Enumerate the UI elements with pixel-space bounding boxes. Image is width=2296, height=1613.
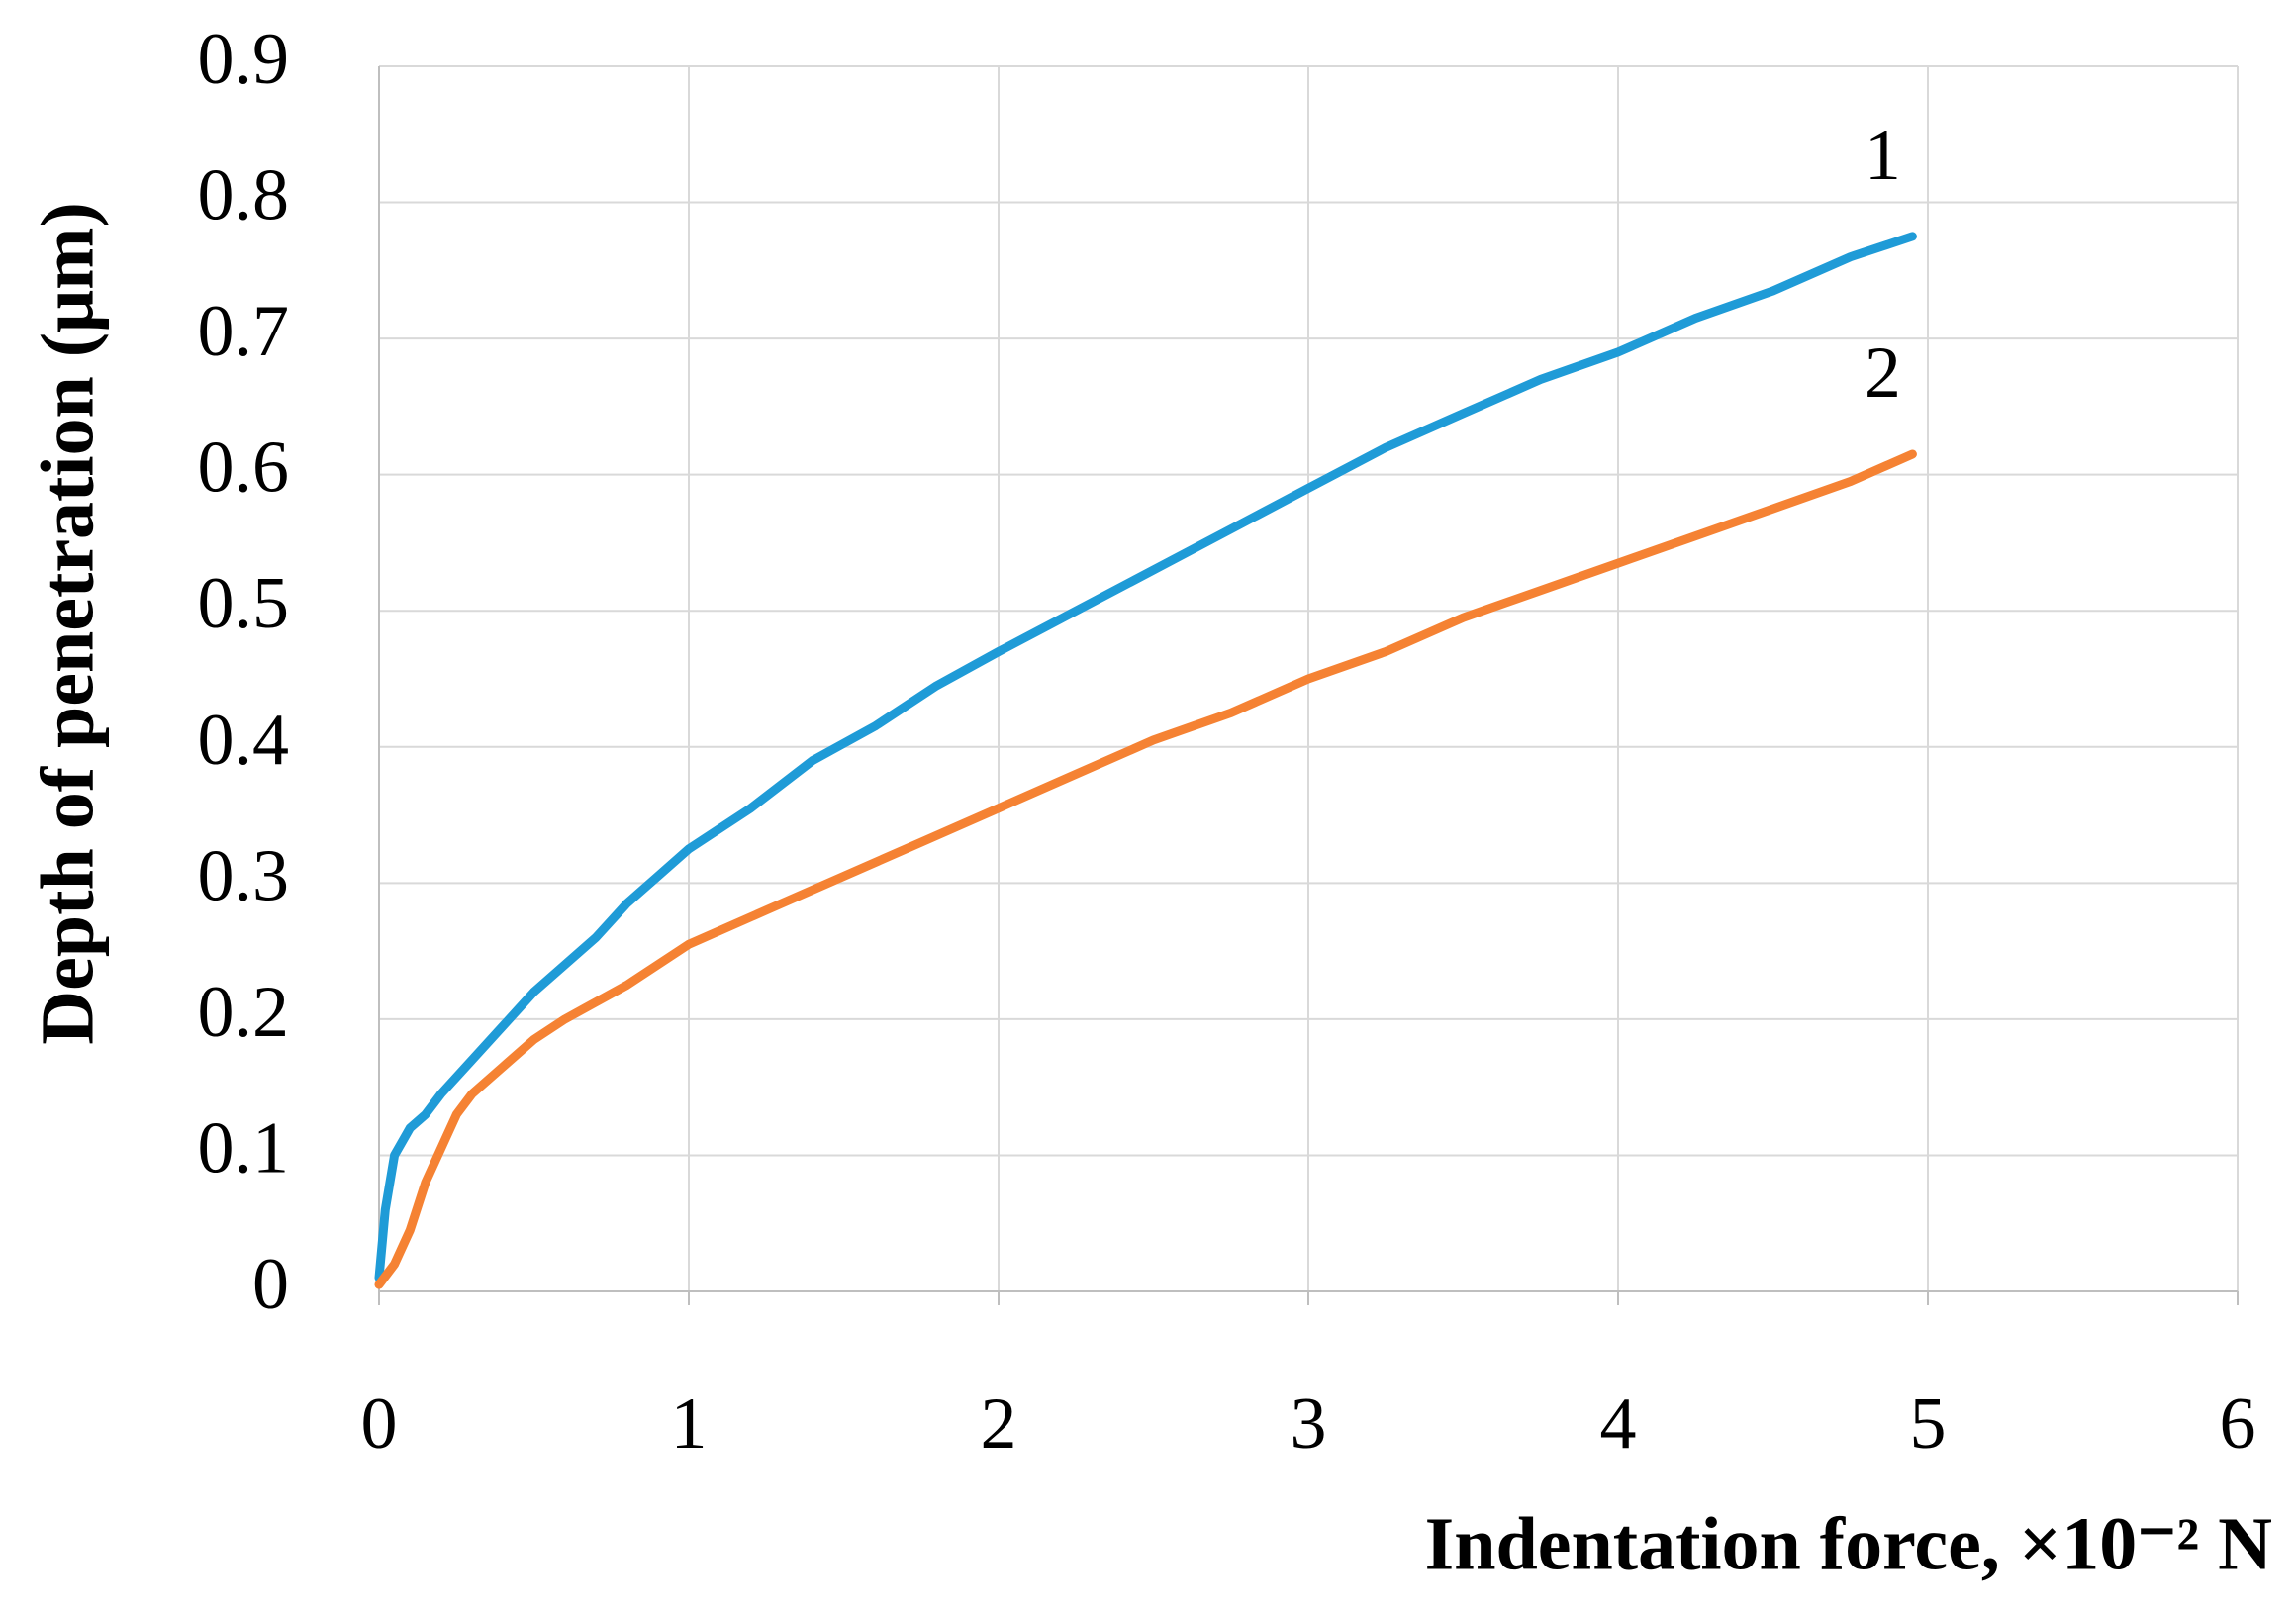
x-tick-label: 5 [1910,1383,1947,1465]
y-tick-label: 0.1 [198,1107,290,1188]
y-tick-label: 0.4 [198,700,290,781]
x-axis-label: Indentation force, ×10⁻² N [1425,1502,2272,1585]
y-tick-label: 0.6 [198,427,290,509]
y-tick-label: 0 [252,1244,289,1325]
x-tick-label: 4 [1600,1383,1637,1465]
y-axis-label: Depth of penetration (μm) [26,202,109,1045]
y-tick-label: 0.3 [198,835,290,916]
x-tick-label: 0 [361,1383,398,1465]
series-annotation: 1 [1865,115,1901,196]
y-tick-label: 0.7 [198,291,290,372]
x-tick-label: 1 [671,1383,708,1465]
series-annotation: 2 [1865,332,1901,414]
y-tick-label: 0.9 [198,19,290,100]
series-line [374,449,1917,1289]
x-tick-label: 3 [1291,1383,1327,1465]
y-tick-label: 0.8 [198,155,290,237]
x-tick-label: 2 [981,1383,1017,1465]
y-tick-label: 0.2 [198,972,290,1053]
y-tick-label: 0.5 [198,563,290,644]
x-tick-label: 6 [2220,1383,2256,1465]
series-line [374,232,1917,1282]
